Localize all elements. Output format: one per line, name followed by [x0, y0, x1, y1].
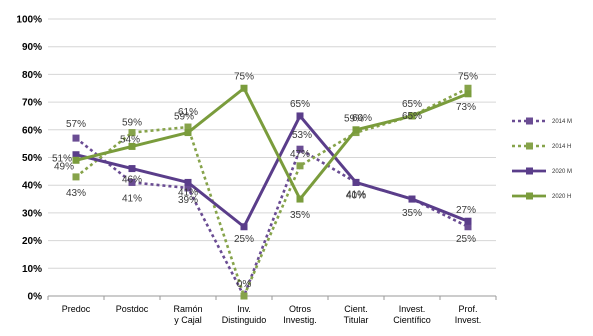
x-category-label: Inv. Distinguido: [222, 304, 267, 325]
data-point: [72, 134, 80, 142]
legend-swatch-marker: [526, 192, 533, 200]
data-point: [184, 123, 192, 131]
y-tick-label: 60%: [22, 125, 42, 136]
data-point: [72, 151, 80, 159]
legend-entry: 2014 M: [552, 119, 572, 125]
data-point: [240, 84, 248, 92]
data-point: [128, 178, 136, 186]
data-label: 65%: [290, 99, 310, 110]
data-label: 40%: [346, 190, 366, 201]
data-label: 41%: [346, 189, 366, 200]
data-label: 47%: [290, 149, 310, 160]
data-point: [128, 165, 136, 173]
x-category-label: Postdoc: [116, 304, 149, 314]
data-point: [128, 142, 136, 150]
data-label: 61%: [178, 107, 198, 118]
data-label: 35%: [402, 208, 422, 219]
x-category-label: Ramón y Cajal: [173, 304, 202, 325]
x-category-label: Prof. Invest.: [455, 304, 482, 325]
y-tick-label: 0%: [28, 292, 43, 303]
y-tick-label: 90%: [22, 42, 42, 53]
series-line: [75, 87, 469, 298]
legend-entry: 2020 M: [552, 169, 572, 175]
legend-entry: 2014 H: [552, 144, 571, 150]
data-point: [464, 223, 472, 231]
data-label: 59%: [344, 114, 364, 125]
data-point: [240, 223, 248, 231]
data-point: [352, 126, 360, 134]
data-point: [296, 195, 304, 203]
data-label: 41%: [122, 193, 142, 204]
data-label: 35%: [290, 210, 310, 221]
legend-swatch-marker: [526, 142, 533, 150]
data-point: [240, 292, 248, 300]
data-point: [184, 129, 192, 137]
data-label: 54%: [120, 134, 140, 145]
data-point: [184, 184, 192, 192]
data-label: 39%: [178, 195, 198, 206]
data-label: 27%: [456, 205, 476, 216]
data-label: 59%: [174, 112, 194, 123]
data-point: [72, 156, 80, 164]
data-point: [296, 145, 304, 153]
y-tick-label: 10%: [22, 264, 42, 275]
y-tick-label: 40%: [22, 181, 42, 192]
x-category-label: Predoc: [62, 304, 91, 314]
data-label: 73%: [456, 102, 476, 113]
y-tick-label: 30%: [22, 208, 42, 219]
data-label: 46%: [122, 175, 142, 186]
legend-entry: 2020 H: [552, 194, 571, 200]
data-point: [184, 178, 192, 186]
data-label: 57%: [66, 119, 86, 130]
data-point: [72, 173, 80, 181]
data-label: 65%: [402, 99, 422, 110]
x-category-label: Otros Investig.: [283, 304, 317, 325]
data-label: 65%: [402, 111, 422, 122]
legend-swatch-marker: [526, 167, 533, 175]
data-label: 43%: [66, 188, 86, 199]
data-label: 53%: [292, 130, 312, 141]
data-label: 75%: [458, 71, 478, 82]
data-label: 25%: [456, 234, 476, 245]
data-point: [128, 129, 136, 137]
data-point: [352, 178, 360, 186]
y-tick-label: 80%: [22, 70, 42, 81]
series-line: [75, 114, 469, 229]
data-point: [296, 162, 304, 170]
data-label: 75%: [234, 71, 254, 82]
legend-swatch-marker: [526, 117, 533, 125]
data-point: [464, 217, 472, 225]
data-label: 41%: [178, 187, 198, 198]
data-point: [408, 195, 416, 203]
y-tick-label: 70%: [22, 98, 42, 109]
y-tick-label: 100%: [16, 15, 42, 26]
series-line: [75, 137, 469, 298]
data-point: [296, 112, 304, 120]
data-label: 25%: [234, 234, 254, 245]
data-label: 51%: [52, 154, 72, 165]
data-label: 0%: [237, 279, 252, 290]
y-tick-label: 50%: [22, 153, 42, 164]
y-tick-label: 20%: [22, 236, 42, 247]
data-label: 49%: [54, 161, 74, 172]
data-point: [408, 112, 416, 120]
x-category-label: Cient. Titular: [344, 304, 369, 325]
data-label: 60%: [352, 113, 372, 124]
x-category-label: Invest. Científico: [393, 304, 431, 325]
data-point: [464, 84, 472, 92]
series-line: [75, 86, 469, 201]
data-label: 59%: [122, 118, 142, 129]
data-point: [464, 90, 472, 98]
